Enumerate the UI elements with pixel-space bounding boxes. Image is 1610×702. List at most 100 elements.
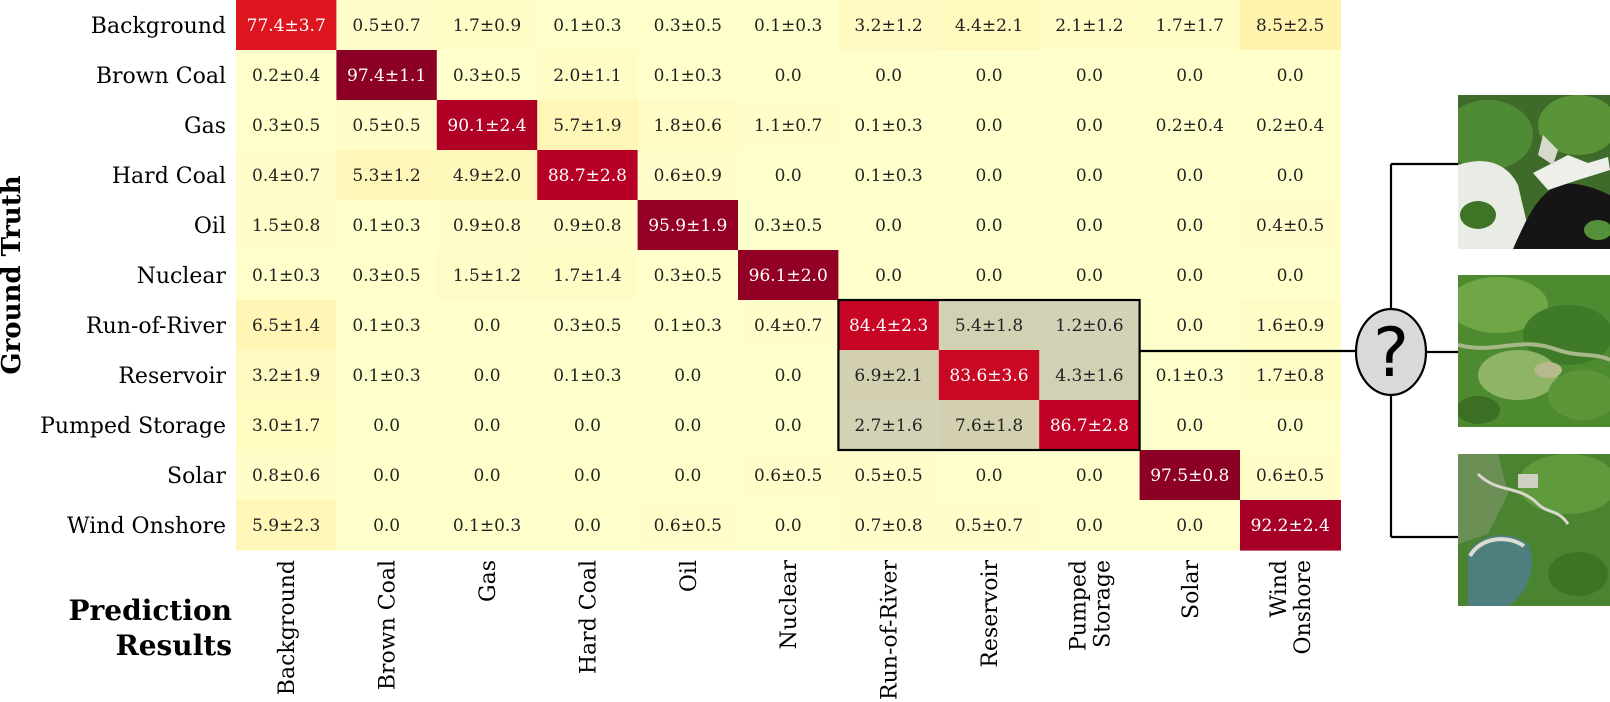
heatmap-cell [738,300,839,351]
cell-value-label: 0.3±0.5 [553,316,621,336]
heatmap-cell [336,200,438,251]
cell-value-label: 0.0 [1277,66,1304,86]
column-tick-label: Pumped Storage [1066,560,1115,651]
heatmap-cell [1240,50,1341,101]
cell-value-label: 0.0 [775,66,802,86]
satellite-image-dam-reservoir [1458,95,1610,249]
heatmap-cell [436,400,538,451]
cell-value-label: 0.0 [1076,516,1103,536]
cell-value-label: 0.0 [574,416,601,436]
cell-value-label: 83.6±3.6 [949,366,1028,386]
cell-value-label: 0.6±0.9 [654,166,722,186]
cell-value-label: 0.4±0.5 [1256,216,1324,236]
heatmap-cell [537,0,639,51]
cell-value-label: 0.1±0.3 [754,16,822,36]
heatmap-cell [637,300,739,351]
heatmap-cell [236,500,337,551]
heatmap-cell [738,400,839,451]
x-axis-title: Prediction Results [69,593,233,663]
heatmap-cell [838,400,940,451]
heatmap-cell [938,0,1040,51]
heatmap-cell [938,250,1040,301]
column-tick-label: Nuclear [777,560,802,650]
heatmap-cell [1039,400,1141,451]
cell-value-label: 88.7±2.8 [548,166,627,186]
heatmap-cell [1139,350,1241,401]
heatmap-cell [436,250,538,301]
cell-value-label: 97.4±1.1 [347,66,426,86]
heatmap-cell [838,100,940,151]
cell-value-label: 0.9±0.8 [553,216,621,236]
highlight-block-outline [837,298,1141,452]
heatmap-cell [537,100,639,151]
heatmap-cell [838,350,940,401]
cell-value-label: 1.5±1.2 [453,266,521,286]
column-tick-label-line: Pumped [1066,560,1091,651]
heatmap-cell [938,500,1040,551]
heatmap-cell [537,150,639,201]
row-tick-label: Hard Coal [112,164,226,189]
cell-value-label: 0.1±0.3 [352,366,420,386]
heatmap-cell [1139,300,1241,351]
cell-value-label: 97.5±0.8 [1150,466,1229,486]
heatmap-cell [637,350,739,401]
cell-value-label: 0.0 [975,116,1002,136]
heatmap-cell [1240,350,1341,401]
cell-value-label: 86.7±2.8 [1050,416,1129,436]
heatmap-cell [1139,150,1241,201]
cell-value-label: 0.3±0.5 [654,266,722,286]
cell-value-label: 0.1±0.3 [553,16,621,36]
heatmap-cell [236,400,337,451]
cell-value-label: 0.1±0.3 [654,316,722,336]
cell-value-label: 5.3±1.2 [352,166,420,186]
heatmap-cell [738,350,839,401]
cell-value-label: 1.7±0.9 [453,16,521,36]
heatmap-cell [637,250,739,301]
cell-value-label: 0.0 [1176,316,1203,336]
heatmap-cell [537,50,639,101]
cell-value-label: 96.1±2.0 [749,266,828,286]
column-tick-label: Hard Coal [576,560,601,674]
cell-value-label: 4.9±2.0 [453,166,521,186]
cell-value-label: 1.7±0.8 [1256,366,1324,386]
heatmap-cell [537,250,639,301]
cell-value-label: 0.1±0.3 [453,516,521,536]
cell-value-label: 0.1±0.3 [352,316,420,336]
cell-value-label: 0.1±0.3 [553,366,621,386]
column-tick-label-line: Brown Coal [376,560,401,690]
column-tick-label-line: Reservoir [978,560,1003,668]
heatmap-cell [537,300,639,351]
row-tick-label: Wind Onshore [67,514,226,539]
cell-value-label: 0.0 [1176,416,1203,436]
cell-value-label: 0.0 [473,466,500,486]
heatmap-cell [637,500,739,551]
cell-value-label: 0.2±0.4 [252,66,320,86]
row-tick-label: Gas [184,114,226,139]
cell-value-label: 2.0±1.1 [553,66,621,86]
cell-value-label: 1.8±0.6 [654,116,722,136]
cell-value-label: 3.2±1.9 [252,366,320,386]
cell-value-label: 0.3±0.5 [352,266,420,286]
cell-value-label: 3.0±1.7 [252,416,320,436]
heatmap-cell [436,100,538,151]
cell-value-label: 0.0 [473,316,500,336]
row-tick-label: Oil [194,214,226,239]
heatmap-cell [236,250,337,301]
cell-value-label: 1.2±0.6 [1055,316,1123,336]
heatmap-cell [637,450,739,501]
column-tick-label: Run-of-River [878,560,903,700]
heatmap-cell [537,350,639,401]
cell-value-label: 0.4±0.7 [754,316,822,336]
heatmap-cell [938,350,1040,401]
heatmap-cell [1039,450,1141,501]
cell-value-label: 1.7±1.4 [553,266,621,286]
heatmap-cell [838,450,940,501]
cell-value-label: 0.6±0.5 [1256,466,1324,486]
cell-value-label: 0.8±0.6 [252,466,320,486]
heatmap-cell [537,400,639,451]
cell-value-label: 0.0 [975,266,1002,286]
column-tick-label-line: Oil [677,560,702,592]
heatmap-cell [637,50,739,101]
cell-value-label: 0.3±0.5 [754,216,822,236]
